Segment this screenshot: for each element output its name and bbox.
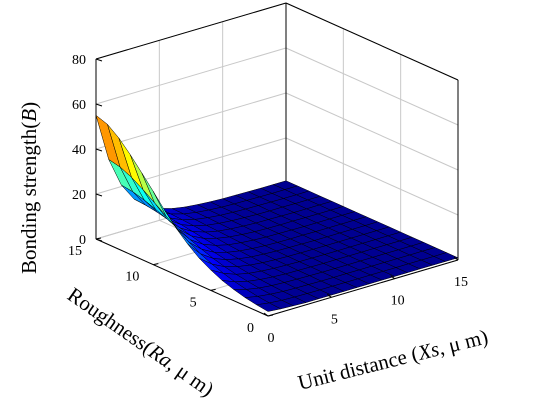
x-tick-mark [390,275,395,280]
grid-line-z [285,47,459,126]
z-tick-mark [95,148,103,152]
axis-box-edge [95,238,269,317]
surface [95,115,459,312]
axis-box-edge [285,2,459,81]
grid-line-z [95,47,287,105]
grid-line-z [285,92,459,171]
axes-box [95,2,459,317]
y-tick-mark [153,263,159,266]
x-axis-title: Unit distance (Xs, μ m) [295,324,490,394]
z-tick-label: 40 [72,143,86,158]
z-axis-title: Bonding strength(B) [17,102,41,274]
grid-line-z [285,137,459,216]
x-tick-mark [263,312,269,317]
z-tick-label: 20 [72,188,86,203]
z-tick-label: 60 [72,98,86,113]
grid-line-z [95,92,287,150]
x-tick-label: 15 [454,275,468,290]
y-tick-label: 10 [125,270,139,285]
surface-facet [256,302,281,312]
y-tick-label: 15 [68,244,82,259]
x-tick-mark [453,256,459,261]
y-tick-label: 0 [247,321,254,336]
z-tick-label: 80 [72,53,86,68]
x-tick-label: 0 [268,331,275,346]
y-tick-mark [95,237,102,240]
z-tick-label: 0 [79,233,86,248]
z-tick-mark [95,103,103,107]
x-tick-label: 10 [391,294,405,309]
y-tick-mark [267,314,274,317]
y-tick-label: 5 [190,295,197,310]
x-tick-mark [327,293,332,298]
y-tick-mark [210,288,216,291]
z-tick-mark [95,193,103,197]
axis-box-edge [95,2,287,60]
z-tick-mark [95,238,103,242]
axis-box-edge [267,259,459,317]
z-tick-mark [95,58,103,62]
x-tick-label: 5 [331,312,338,327]
